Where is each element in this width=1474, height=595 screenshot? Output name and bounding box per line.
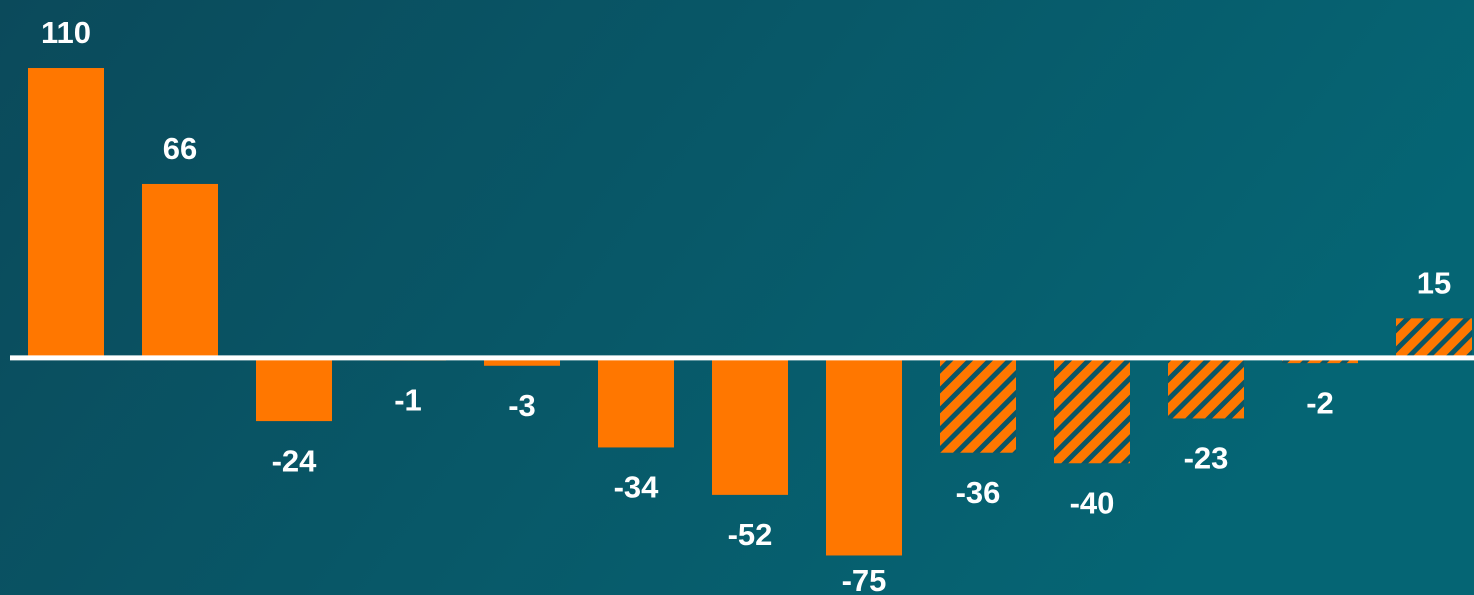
- bar: [1396, 318, 1472, 358]
- value-label: -36: [956, 475, 1001, 510]
- value-label: 66: [163, 131, 197, 166]
- bar: [1168, 357, 1244, 419]
- bar: [1282, 357, 1358, 364]
- value-label: -2: [1306, 385, 1334, 420]
- value-label: -24: [272, 443, 318, 478]
- value-label: -52: [728, 517, 773, 552]
- value-label: 15: [1417, 266, 1451, 301]
- bar: [598, 357, 674, 448]
- bar: [1054, 357, 1130, 464]
- bar: [940, 357, 1016, 453]
- bar: [484, 357, 560, 366]
- value-label: -23: [1184, 441, 1229, 476]
- bar: [142, 183, 218, 358]
- value-label: -75: [842, 563, 887, 595]
- bars: [28, 68, 1472, 556]
- bar: [256, 357, 332, 422]
- bar: [712, 357, 788, 495]
- value-label: -1: [394, 383, 422, 418]
- bar: [28, 68, 104, 358]
- value-label: -34: [614, 470, 660, 505]
- value-label: 110: [41, 15, 91, 50]
- value-label: -40: [1070, 485, 1115, 520]
- labels: 110 66 -24 -1 -3 -34 -52 -75 -36 -40 -23 -2 15: [41, 15, 1451, 595]
- bar: [826, 357, 902, 556]
- value-label: -3: [508, 388, 536, 423]
